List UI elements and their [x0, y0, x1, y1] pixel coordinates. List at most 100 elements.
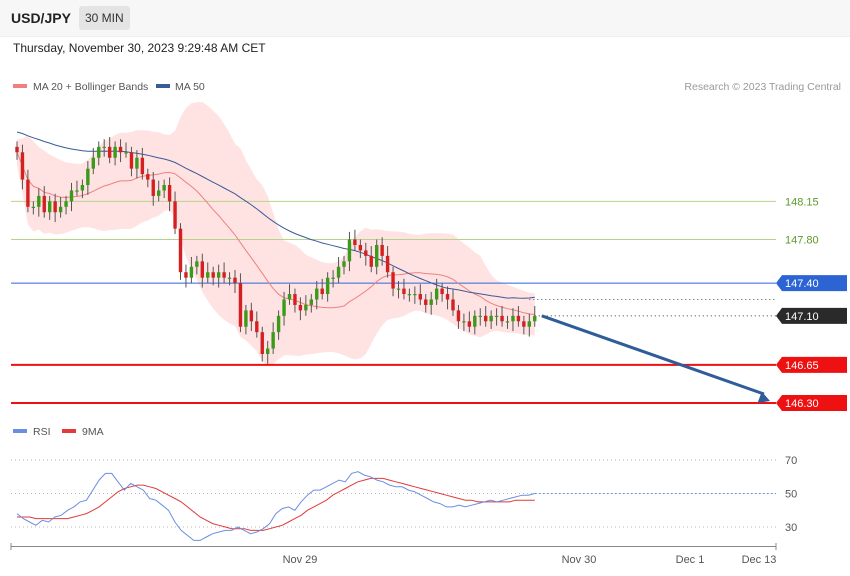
- rsi-tick-50: 50: [785, 489, 797, 501]
- candle-body: [42, 195, 46, 213]
- candle-body: [331, 277, 335, 279]
- candle-body: [80, 185, 85, 191]
- candle-body: [282, 299, 286, 316]
- candle-body: [309, 299, 313, 305]
- candle-body: [135, 157, 139, 169]
- candle-body: [522, 321, 526, 327]
- x-tick-label: Dec 1: [676, 554, 705, 566]
- candle-body: [511, 315, 515, 322]
- forecast-arrow-shaft: [541, 314, 765, 396]
- candle-body: [391, 272, 395, 289]
- candle-body: [287, 294, 292, 300]
- candle-body: [64, 201, 68, 207]
- candle-body: [266, 348, 270, 354]
- candle-body: [167, 185, 172, 202]
- candle-body: [293, 294, 297, 305]
- level-tag-146.65: [776, 356, 847, 373]
- candle-body: [255, 321, 259, 333]
- candle-body: [276, 315, 281, 333]
- level-label-146.65: 146.65: [785, 360, 819, 372]
- candle-body: [315, 288, 319, 300]
- candle-body: [462, 321, 466, 323]
- candle-body: [195, 261, 199, 267]
- legend-swatch-ma50: [156, 84, 170, 88]
- candle-body: [244, 310, 248, 327]
- candle-body: [75, 190, 79, 192]
- candle-body: [418, 294, 422, 300]
- candle-body: [178, 228, 183, 273]
- rsi-ma-line: [17, 477, 535, 531]
- ma20-line: [16, 152, 535, 315]
- candle-body: [222, 272, 226, 278]
- candle-body: [369, 255, 373, 267]
- candle-body: [407, 294, 412, 296]
- candle-body: [467, 321, 472, 327]
- candle-body: [424, 299, 428, 305]
- candle-body: [37, 195, 41, 207]
- candle-body: [353, 239, 357, 245]
- candle-body: [91, 157, 95, 169]
- candle-body: [173, 201, 177, 229]
- candle-body: [298, 304, 303, 311]
- candle-body: [129, 152, 134, 169]
- legend-swatch-ma20: [13, 84, 27, 88]
- x-tick-label: Nov 29: [283, 554, 318, 566]
- candle-body: [304, 304, 308, 311]
- candle-body: [375, 244, 379, 267]
- candle-body: [271, 332, 275, 349]
- candle-body: [402, 288, 406, 295]
- timestamp: Thursday, November 30, 2023 9:29:48 AM C…: [13, 41, 266, 55]
- forecast-arrow-head: [757, 391, 770, 403]
- candle-body: [189, 266, 194, 278]
- symbol-title: USD/JPY: [11, 10, 71, 26]
- candle-body: [211, 272, 215, 278]
- candle-body: [385, 255, 390, 273]
- candle-body: [364, 250, 368, 256]
- candle-body: [396, 288, 401, 290]
- level-label-147.80: 147.80: [785, 235, 819, 247]
- candle-body: [527, 321, 531, 327]
- candle-body: [505, 321, 510, 323]
- candle-body: [157, 190, 161, 196]
- rsi-line: [16, 471, 535, 541]
- candle-body: [516, 315, 521, 322]
- credit-label: Research © 2023 Trading Central: [684, 81, 841, 93]
- candle-body: [86, 168, 90, 186]
- candle-body: [325, 277, 330, 295]
- level-label-146.30: 146.30: [785, 398, 819, 410]
- candle-body: [456, 310, 461, 322]
- level-tag-147.40: [776, 275, 847, 292]
- candle-body: [113, 146, 117, 158]
- candle-body: [320, 288, 324, 295]
- candle-body: [206, 272, 210, 278]
- legend-label-rsi: RSI: [33, 426, 51, 438]
- candle-body: [162, 185, 166, 191]
- legend-swatch-rsi: [13, 429, 27, 433]
- candle-body: [260, 332, 264, 354]
- candle-body: [184, 272, 188, 278]
- legend-swatch-9ma: [62, 429, 76, 433]
- rsi-tick-70: 70: [785, 455, 797, 467]
- candle-body: [434, 288, 439, 300]
- candle-body: [151, 179, 155, 196]
- interval-badge[interactable]: 30 MIN: [79, 6, 130, 30]
- candle-body: [336, 266, 341, 278]
- level-label-147.40: 147.40: [785, 278, 819, 290]
- level-tag-147.10: [776, 307, 847, 324]
- candle-body: [347, 239, 352, 262]
- ma50-line: [16, 131, 535, 299]
- candle-body: [53, 201, 57, 213]
- legend-label-ma20: MA 20 + Bollinger Bands: [33, 81, 148, 93]
- candle-body: [494, 315, 499, 318]
- candle-body: [380, 244, 384, 256]
- candle-body: [124, 152, 128, 154]
- candle-body: [238, 283, 243, 327]
- candle-body: [102, 146, 106, 149]
- candle-body: [227, 277, 232, 279]
- top-bar: USD/JPY 30 MIN: [0, 0, 850, 37]
- candle-body: [69, 190, 74, 202]
- candle-body: [489, 315, 493, 322]
- candle-body: [233, 277, 237, 284]
- candle-body: [26, 179, 30, 207]
